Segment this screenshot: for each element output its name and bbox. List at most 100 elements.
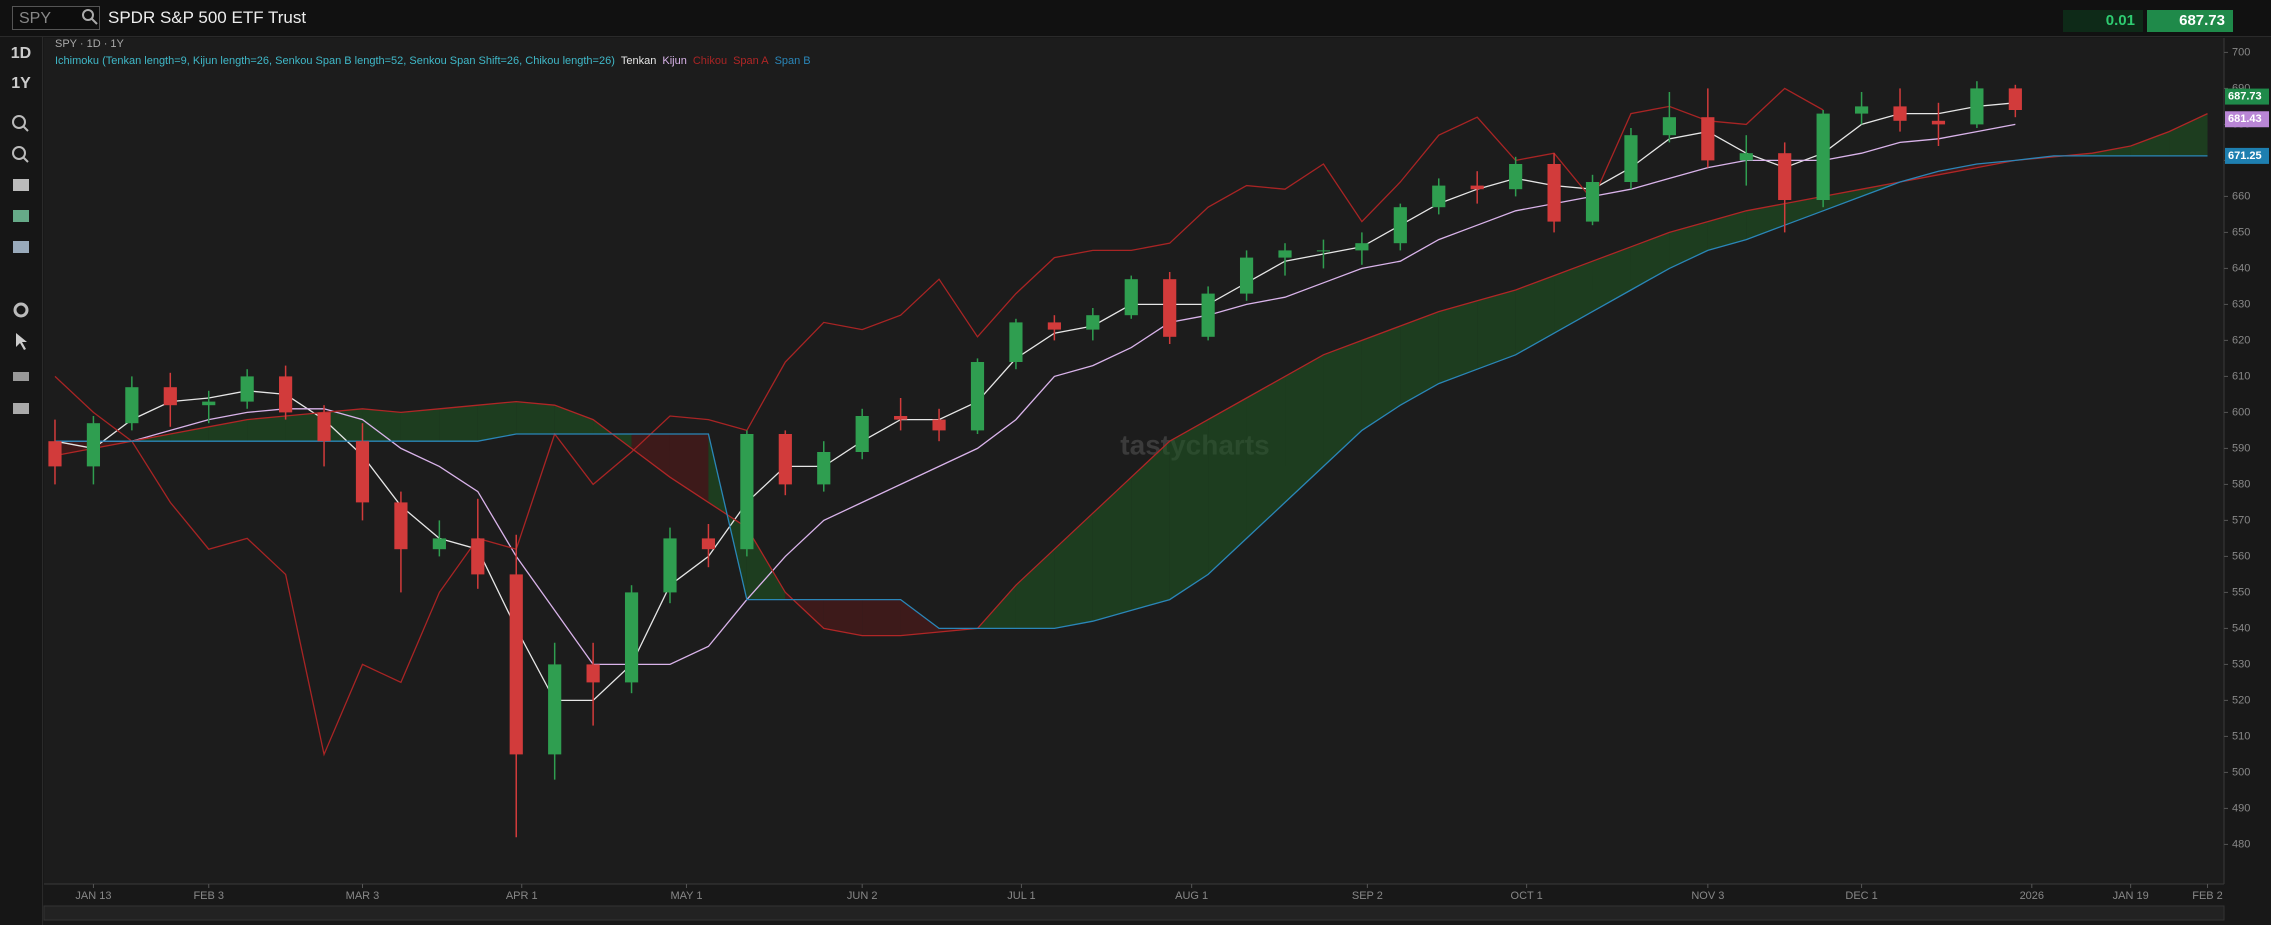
candle-body (240, 376, 254, 402)
x-tick-label: OCT 1 (1511, 890, 1543, 902)
last-price: 687.73 (2147, 10, 2233, 32)
price-tag (2225, 88, 2269, 105)
settings[interactable] (13, 302, 29, 318)
period-button[interactable]: 1D (10, 45, 32, 62)
cloud (1246, 376, 1286, 539)
indicator-line (54, 113, 2208, 637)
candle-body (1239, 257, 1254, 294)
candle-body (1624, 135, 1638, 182)
zoom-in[interactable] (12, 115, 29, 132)
cloud (862, 599, 901, 636)
zoom-out[interactable] (12, 146, 29, 163)
x-tick-label: APR 1 (506, 890, 538, 902)
y-tick-label: 610 (2232, 370, 2250, 382)
x-tick-label: FEB 3 (193, 890, 224, 902)
price-tag-label: 671.25 (2228, 150, 2262, 162)
x-tick-label: AUG 1 (1175, 890, 1208, 902)
x-tick-label: MAR 3 (346, 890, 380, 902)
cloud (1707, 210, 1747, 251)
chart-subtitle: SPY · 1D · 1Y (55, 38, 124, 50)
cloud (1323, 340, 1362, 467)
candle-body (1047, 322, 1061, 330)
legend-entry[interactable]: Span B (774, 55, 811, 67)
candle-body (279, 376, 293, 413)
candle-body (970, 362, 985, 431)
y-tick-label: 650 (2232, 226, 2250, 238)
open[interactable] (13, 403, 29, 414)
candle-body (894, 416, 908, 420)
legend-entry[interactable]: Chikou (692, 55, 728, 67)
x-tick-label: MAY 1 (670, 890, 702, 902)
candle-body (1854, 106, 1869, 114)
cloud (2169, 113, 2208, 156)
cursor[interactable] (16, 333, 27, 350)
cloud (170, 426, 209, 442)
search-icon[interactable] (82, 9, 98, 25)
cloud (1554, 261, 1593, 334)
range-button[interactable]: 1Y (11, 75, 31, 92)
candle-body (1201, 293, 1215, 337)
chart-style[interactable] (13, 241, 29, 253)
candle-body (1662, 117, 1676, 136)
legend-entry[interactable]: Kijun (662, 55, 687, 67)
legend: Ichimoku (Tenkan length=9, Kijun length=… (55, 55, 817, 67)
candle-body (817, 452, 831, 485)
candle-body (1816, 113, 1830, 200)
cloud (746, 527, 786, 600)
candle-body (355, 441, 370, 503)
candle-body (548, 664, 562, 755)
cloud (439, 405, 478, 442)
scrollbar[interactable] (43, 905, 2225, 921)
cloud (1092, 477, 1132, 622)
cloud (1054, 513, 1093, 629)
x-tick-label: 2026 (2020, 890, 2044, 902)
candle-body (1009, 322, 1023, 362)
x-tick-label: SEP 2 (1352, 890, 1383, 902)
cloud (477, 401, 517, 442)
cloud (1361, 326, 1401, 431)
candle-body (624, 592, 639, 683)
symbol-input[interactable]: SPY (12, 6, 100, 30)
cloud (2130, 131, 2170, 156)
candle-body (1547, 164, 1561, 222)
candle-body (1778, 153, 1792, 200)
candle-body (1278, 250, 1292, 258)
cloud (1131, 441, 1170, 611)
legend-entry[interactable]: Span A (733, 55, 769, 67)
y-tick-label: 620 (2232, 334, 2250, 346)
y-tick-label: 510 (2232, 730, 2250, 742)
drawings[interactable] (13, 210, 29, 222)
y-tick-label: 530 (2232, 658, 2250, 670)
price-tag-label: 687.73 (2228, 90, 2262, 102)
studies[interactable] (13, 179, 29, 191)
change: 0.01 (2063, 10, 2143, 32)
price-tag (2225, 111, 2269, 128)
cloud (1515, 275, 1555, 355)
candle-body (1470, 185, 1484, 190)
indicator-line (54, 87, 1824, 757)
cloud (1169, 419, 1209, 600)
candle-body (701, 538, 716, 550)
cloud (1477, 290, 1516, 370)
y-tick-label: 590 (2232, 442, 2250, 454)
x-tick-label: JAN 13 (75, 890, 111, 902)
y-tick-label: 540 (2232, 622, 2250, 634)
plot-area (44, 38, 2224, 884)
layout[interactable] (13, 372, 29, 381)
header: SPY SPDR S&P 500 ETF Trust 0.01 687.73 (0, 0, 2271, 37)
cloud (1015, 549, 1055, 629)
candle-body (432, 538, 446, 550)
candle-body (48, 441, 62, 467)
x-tick-label: JUN 2 (847, 890, 878, 902)
legend-entry[interactable]: Tenkan (620, 55, 657, 67)
candle-body (317, 412, 331, 442)
tool-icons (12, 115, 29, 414)
indicator-line (54, 123, 2016, 666)
cloud (1208, 398, 1247, 575)
candle-body (1509, 164, 1523, 190)
cloud (554, 405, 594, 434)
candle-body (202, 401, 216, 406)
y-tick-label: 600 (2232, 406, 2250, 418)
y-tick-label: 640 (2232, 262, 2250, 274)
